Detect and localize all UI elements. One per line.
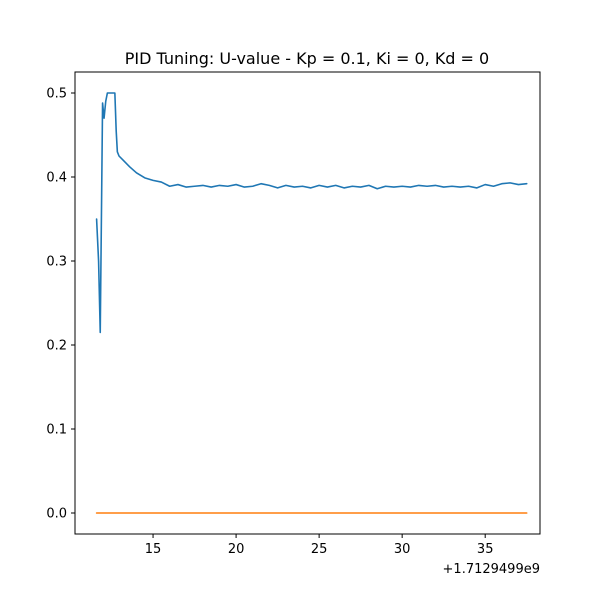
plot-frame [74, 71, 541, 535]
y-tick-label: 0.2 [46, 339, 67, 354]
y-tick-label: 0.0 [46, 507, 67, 522]
x-tick-label: 20 [228, 542, 245, 557]
series-layer [95, 92, 528, 514]
x-tick-label: 30 [394, 542, 411, 557]
y-tick-label: 0.4 [46, 171, 67, 186]
series-line-1 [95, 92, 528, 334]
y-tick-label: 0.3 [46, 255, 67, 270]
x-offset-label: +1.7129499e9 [443, 562, 540, 577]
x-tick-label: 25 [311, 542, 328, 557]
x-tick-label: 35 [477, 542, 494, 557]
axis-layer: 15 20 25 30 35 0.0 0.1 0.2 0.3 0.4 0.5 [46, 87, 493, 558]
x-tick-label: 15 [145, 542, 162, 557]
chart-title: PID Tuning: U-value - Kp = 0.1, Ki = 0, … [125, 49, 489, 68]
y-tick-label: 0.5 [46, 87, 67, 102]
y-tick-label: 0.1 [46, 423, 67, 438]
